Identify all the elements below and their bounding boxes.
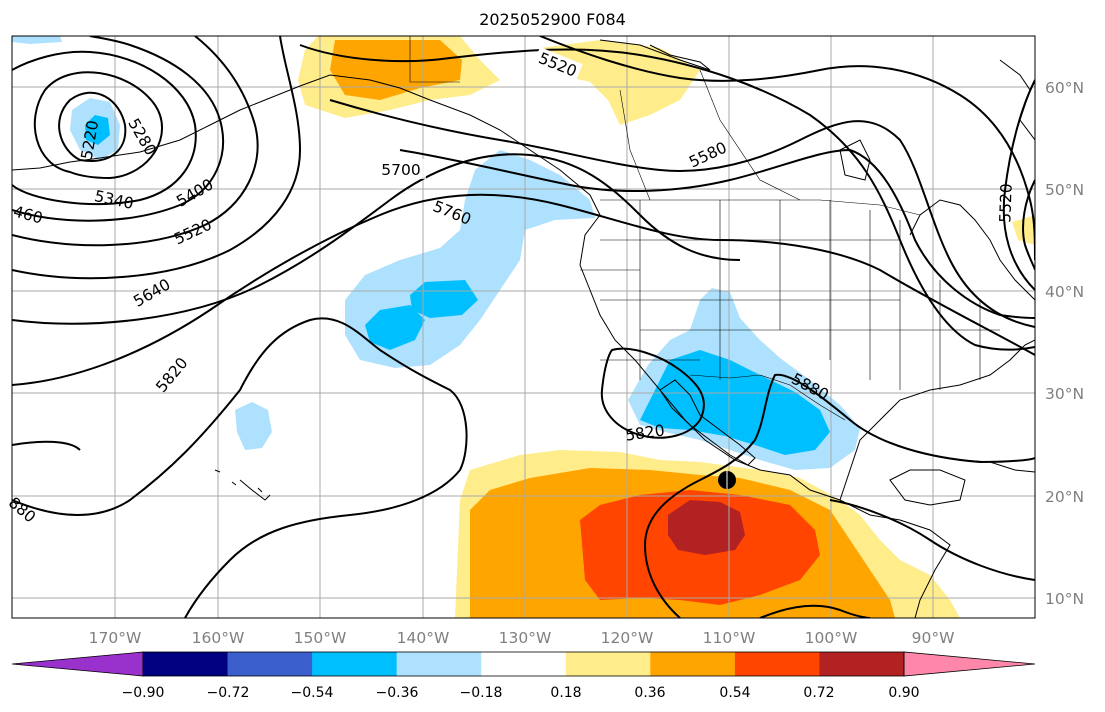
colorbar-swatch <box>143 652 229 676</box>
colorbar-swatch <box>227 652 313 676</box>
map-panel <box>12 36 1035 618</box>
height-contours <box>12 36 1035 618</box>
colorbar-swatch <box>565 652 651 676</box>
colorbar: −0.90 −0.72 −0.54 −0.36 −0.18 0.18 0.36 … <box>11 651 1036 701</box>
lat-tick-label: 10°N <box>1045 590 1084 608</box>
graticule <box>12 36 1035 618</box>
lat-tick-label: 40°N <box>1045 283 1084 301</box>
lat-tick-label: 20°N <box>1045 488 1084 506</box>
colorbar-tick-label: 0.18 <box>550 685 581 701</box>
colorbar-swatch <box>734 652 820 676</box>
colorbar-swatch <box>650 652 736 676</box>
colorbar-tick-label: 0.36 <box>634 685 665 701</box>
negative-anomaly-fill <box>12 36 860 470</box>
map-frame <box>11 35 1036 619</box>
lat-tick-label: 60°N <box>1045 79 1084 97</box>
lon-tick-label: 140°W <box>397 629 450 647</box>
lon-tick-label: 90°W <box>912 629 955 647</box>
colorbar-tick-label: 0.54 <box>719 685 750 701</box>
colorbar-tick-label: −0.72 <box>207 685 250 701</box>
colorbar-swatch <box>396 652 482 676</box>
latitude-labels: 60°N 50°N 40°N 30°N 20°N 10°N <box>1045 79 1084 608</box>
contour-label: 5820 <box>624 421 666 444</box>
lon-tick-label: 160°W <box>192 629 245 647</box>
lon-tick-label: 170°W <box>89 629 142 647</box>
colorbar-tick-label: 0.90 <box>888 685 919 701</box>
colorbar-extend-high <box>903 651 1036 677</box>
lat-tick-label: 50°N <box>1045 181 1084 199</box>
colorbar-swatch <box>312 652 398 676</box>
positive-anomaly-fill <box>298 36 1035 618</box>
colorbar-swatch <box>481 652 567 676</box>
longitude-labels: 170°W 160°W 150°W 140°W 130°W 120°W 110°… <box>89 629 955 647</box>
map-title: 2025052900 F084 <box>479 10 626 29</box>
colorbar-tick-label: −0.36 <box>376 685 419 701</box>
lon-tick-label: 150°W <box>294 629 347 647</box>
colorbar-tick-label: −0.54 <box>291 685 334 701</box>
colorbar-tick-label: −0.18 <box>460 685 503 701</box>
lon-tick-label: 110°W <box>703 629 756 647</box>
lon-tick-label: 130°W <box>499 629 552 647</box>
colorbar-swatch <box>819 652 905 676</box>
colorbar-extend-low <box>11 651 144 677</box>
contour-label: 5520 <box>996 183 1015 223</box>
colorbar-tick-label: −0.90 <box>122 685 165 701</box>
lon-tick-label: 100°W <box>805 629 858 647</box>
colorbar-tick-label: 0.72 <box>803 685 834 701</box>
coastlines <box>12 39 1035 618</box>
lon-tick-label: 120°W <box>601 629 654 647</box>
lat-tick-label: 30°N <box>1045 385 1084 403</box>
contour-label: 5700 <box>381 161 420 179</box>
